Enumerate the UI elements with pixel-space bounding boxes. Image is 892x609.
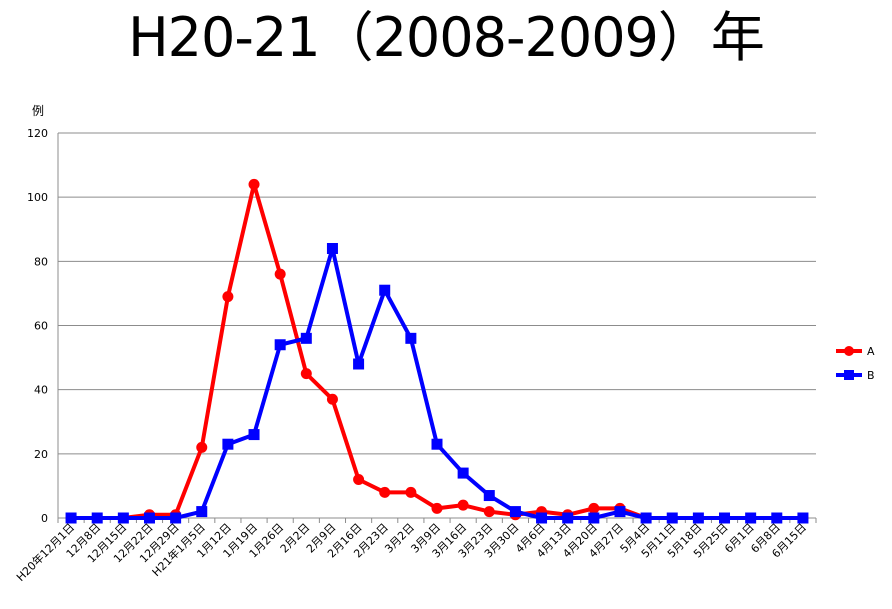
y-tick-label: 80: [34, 255, 48, 268]
data-point-B: [614, 506, 626, 518]
data-point-B: [274, 339, 286, 351]
data-point-B: [509, 506, 521, 518]
legend-label-A: A: [867, 345, 875, 358]
y-tick-label: 40: [34, 384, 48, 397]
data-point-B: [379, 284, 391, 296]
data-point-B: [196, 506, 208, 518]
y-tick-label: 0: [41, 512, 48, 525]
data-point-B: [170, 512, 182, 524]
data-point-A: [326, 393, 338, 405]
data-point-B: [222, 438, 234, 450]
data-point-B: [353, 358, 365, 370]
data-point-B: [692, 512, 704, 524]
data-point-B: [457, 467, 469, 479]
legend-label-B: B: [867, 369, 875, 382]
data-point-B: [248, 429, 260, 441]
legend: AB: [836, 345, 875, 382]
y-tick-label: 60: [34, 320, 48, 333]
data-point-A: [457, 499, 469, 511]
data-point-B: [91, 512, 103, 524]
data-point-B: [405, 332, 417, 344]
y-tick-label: 120: [27, 127, 48, 140]
y-tick-label: 100: [27, 191, 48, 204]
data-point-B: [65, 512, 77, 524]
data-point-A: [431, 502, 443, 514]
data-point-B: [771, 512, 783, 524]
data-point-B: [431, 438, 443, 450]
data-point-B: [117, 512, 129, 524]
data-point-B: [143, 512, 155, 524]
y-tick-label: 20: [34, 448, 48, 461]
data-point-A: [222, 291, 234, 303]
data-point-B: [562, 512, 574, 524]
series-line-B: [69, 246, 805, 520]
legend-marker-A: [844, 346, 854, 356]
data-point-B: [326, 243, 338, 254]
data-point-B: [640, 512, 652, 524]
data-point-A: [274, 268, 286, 280]
data-point-A: [483, 506, 495, 518]
y-axis-label: 例: [32, 104, 45, 118]
data-point-A: [379, 486, 391, 498]
data-point-B: [745, 512, 757, 524]
data-point-B: [588, 512, 600, 524]
data-point-A: [405, 486, 417, 498]
data-point-A: [248, 178, 260, 190]
legend-marker-B: [844, 370, 854, 380]
chart-title: H20-21（2008-2009）年: [128, 6, 765, 69]
data-point-A: [300, 368, 312, 380]
data-point-A: [353, 474, 365, 485]
data-point-B: [797, 512, 809, 524]
data-point-B: [536, 512, 548, 524]
data-point-A: [196, 441, 208, 453]
data-point-B: [300, 332, 312, 344]
data-point-B: [483, 490, 495, 502]
series-line-A: [69, 182, 805, 520]
data-point-B: [719, 512, 731, 524]
series-layer: [65, 178, 809, 524]
data-point-A: [588, 502, 600, 514]
data-point-B: [666, 512, 678, 524]
grid-layer: [58, 132, 816, 455]
